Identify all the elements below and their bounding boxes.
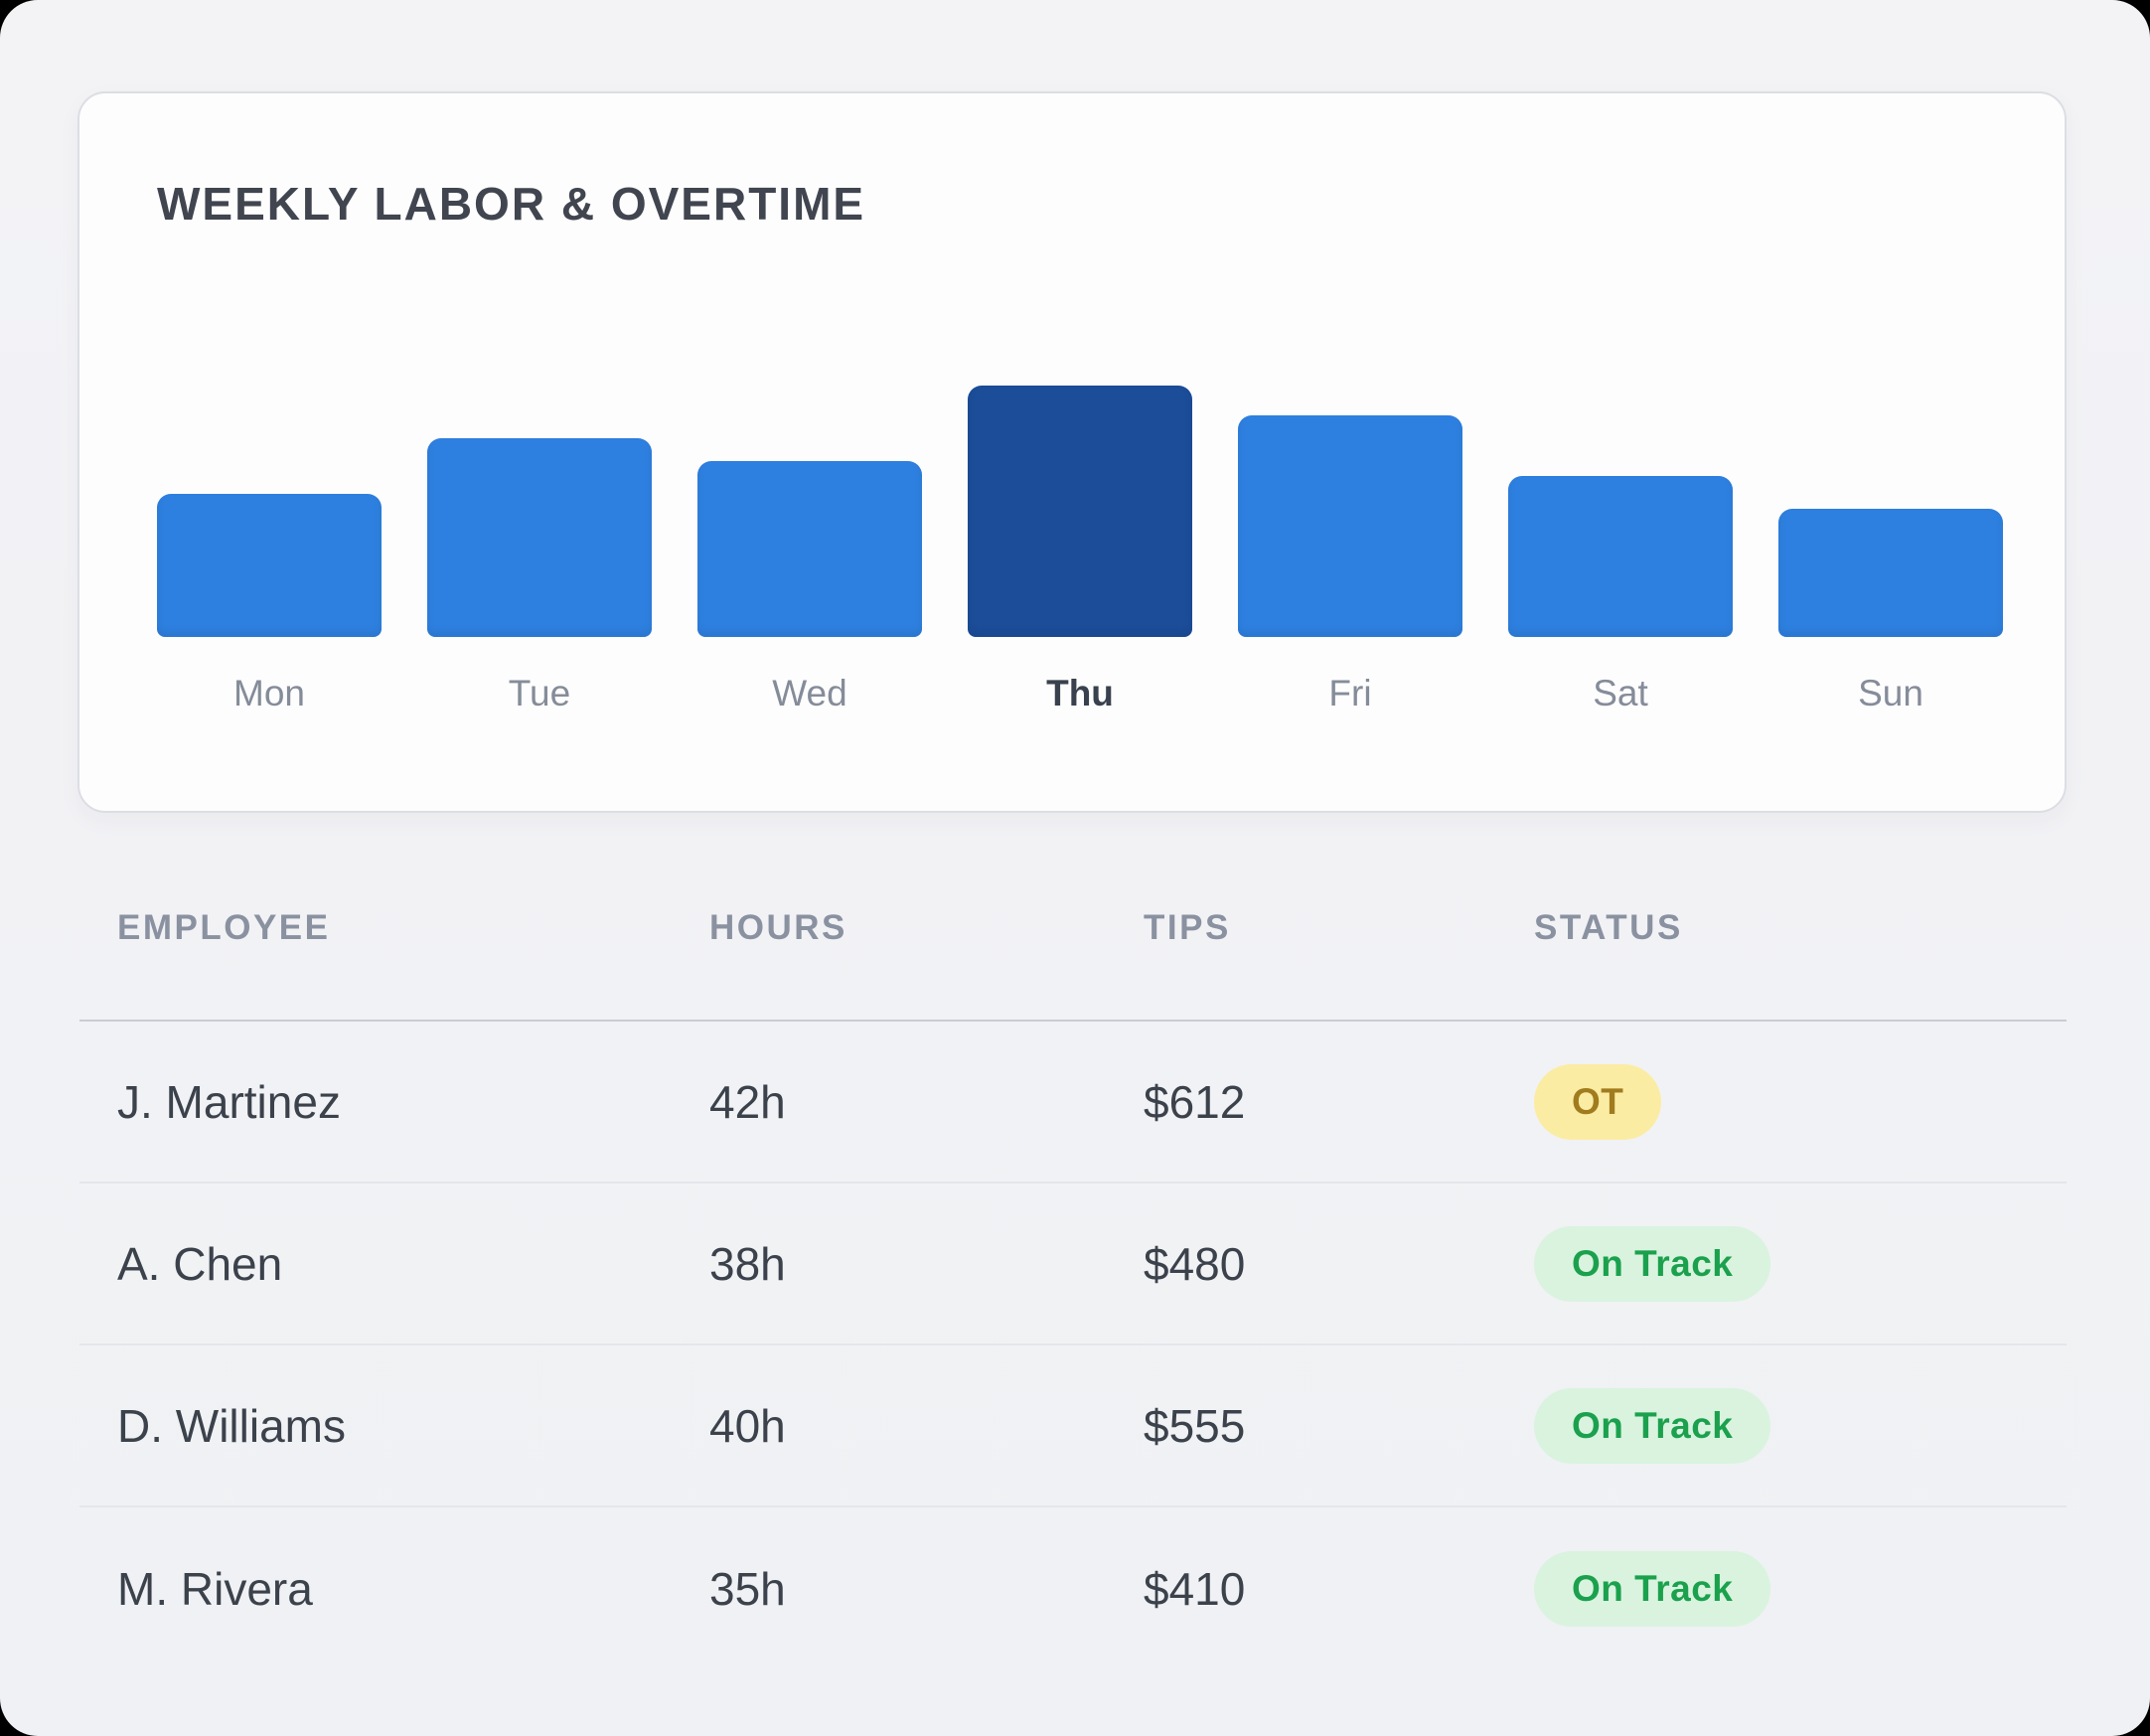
x-tick-mon: Mon [233,673,305,713]
hours-cell: 35h [709,1562,786,1615]
x-tick-thu: Thu [1046,673,1114,713]
column-header-status: STATUS [1534,908,1683,947]
table-header-row: EMPLOYEE HOURS TIPS STATUS [79,813,2067,1022]
chart-bar-slot-wed [697,461,922,637]
chart-bar-sat[interactable] [1508,476,1733,637]
table-row[interactable]: D. Williams 40h $555 On Track [79,1345,2067,1507]
chart-bar-slot-thu [968,386,1192,637]
table-row[interactable]: J. Martinez 42h $612 OT [79,1022,2067,1184]
column-header-tips: TIPS [1144,908,1231,947]
x-tick-wed: Wed [772,673,847,713]
chart-bar-slot-fri [1238,415,1462,637]
chart-bar-sun[interactable] [1778,509,2003,637]
table-body: J. Martinez 42h $612 OT A. Chen 38h $480 On Tra… [79,1022,2067,1669]
status-badge: On Track [1534,1225,1771,1302]
chart-bar-slot-sat [1508,476,1733,637]
tips-cell: $480 [1144,1237,1246,1290]
employee-name-cell: M. Rivera [117,1562,313,1615]
column-header-hours: HOURS [709,908,847,947]
chart-bar-thu[interactable] [968,386,1192,637]
chart-bar-fri[interactable] [1238,415,1462,637]
chart-bar-slot-mon [157,494,382,637]
hours-cell: 40h [709,1399,786,1452]
x-tick-tue: Tue [508,673,571,713]
chart-bars [157,386,2003,637]
employee-name-cell: D. Williams [117,1399,346,1452]
employee-table: EMPLOYEE HOURS TIPS STATUS J. Martinez 42… [79,813,2067,1669]
x-tick-fri: Fri [1328,673,1372,713]
weekly-labor-card: WEEKLY LABOR & OVERTIME Mon Tue Wed Thu Fri S… [77,91,2067,813]
hours-cell: 38h [709,1237,786,1290]
chart-bar-mon[interactable] [157,494,382,637]
status-badge: On Track [1534,1387,1771,1464]
x-tick-sun: Sun [1858,673,1923,713]
chart-x-axis-labels: Mon Tue Wed Thu Fri Sat Sun [157,673,2003,714]
card-title: WEEKLY LABOR & OVERTIME [157,178,866,230]
hours-cell: 42h [709,1075,786,1128]
status-badge: OT [1534,1063,1662,1140]
table-row[interactable]: M. Rivera 35h $410 On Track [79,1507,2067,1669]
status-badge: On Track [1534,1550,1771,1627]
chart-bar-slot-sun [1778,509,2003,637]
employee-name-cell: A. Chen [117,1237,283,1290]
column-header-employee: EMPLOYEE [117,908,331,947]
table-row[interactable]: A. Chen 38h $480 On Track [79,1184,2067,1345]
tips-cell: $612 [1144,1075,1246,1128]
chart-bar-wed[interactable] [697,461,922,637]
chart-bar-tue[interactable] [427,438,652,637]
x-tick-sat: Sat [1593,673,1648,713]
tips-cell: $410 [1144,1562,1246,1615]
employee-name-cell: J. Martinez [117,1075,341,1128]
chart-bar-slot-tue [427,438,652,637]
tips-cell: $555 [1144,1399,1246,1452]
